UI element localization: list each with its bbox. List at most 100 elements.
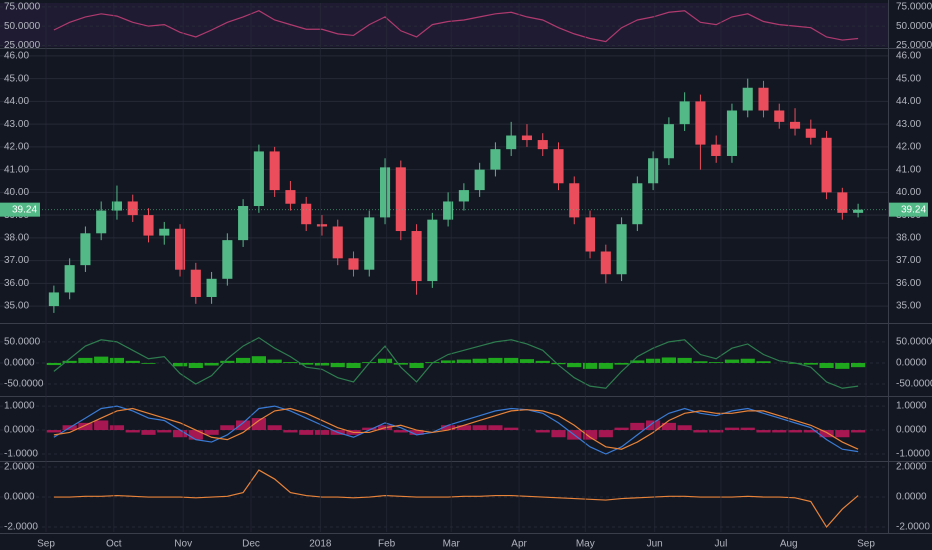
y-tick-label: 0.0000 xyxy=(896,425,927,436)
y-tick-label: 40.00 xyxy=(896,187,921,198)
candle-body xyxy=(411,231,422,282)
y-tick-label: 45.00 xyxy=(4,73,29,84)
histogram-bar xyxy=(756,361,771,363)
price-badge-label: 39.24 xyxy=(12,204,37,215)
histogram-bar xyxy=(772,430,787,433)
histogram-bar xyxy=(661,422,676,431)
histogram-bar xyxy=(851,362,866,368)
histogram-bar xyxy=(299,430,314,435)
histogram-bar xyxy=(125,360,140,363)
y-tick-label: 43.00 xyxy=(896,119,921,130)
histogram-bar xyxy=(283,430,298,433)
histogram-bar xyxy=(582,430,598,440)
histogram-bar xyxy=(551,430,566,438)
candle-body xyxy=(316,224,328,227)
histogram-bar xyxy=(614,362,629,365)
candle-body xyxy=(663,124,674,159)
x-tick-label: Sep xyxy=(37,539,55,550)
candle-body xyxy=(774,110,785,122)
y-tick-label: 0.0000 xyxy=(4,425,35,436)
histogram-bar xyxy=(314,362,330,366)
histogram-bar xyxy=(803,430,818,433)
y-tick-label: 41.00 xyxy=(4,164,29,175)
candle-body xyxy=(506,135,517,150)
price-badge xyxy=(0,202,40,217)
histogram-bar xyxy=(188,430,203,440)
histogram-bar xyxy=(204,362,219,366)
histogram-bar xyxy=(346,362,361,369)
histogram-bar xyxy=(677,357,692,363)
y-tick-label: 40.00 xyxy=(4,187,29,198)
histogram-bar xyxy=(488,357,503,363)
candle-body xyxy=(80,233,91,266)
candle-body xyxy=(48,292,59,307)
candle-body xyxy=(616,224,627,275)
histogram-bar xyxy=(172,362,188,367)
y-tick-label: 42.00 xyxy=(896,142,921,153)
histogram-bar xyxy=(46,430,61,433)
candle-body xyxy=(253,151,264,207)
histogram-bar xyxy=(535,360,550,363)
y-tick-label: 37.00 xyxy=(4,255,29,266)
histogram-bar xyxy=(141,430,156,435)
candle-body xyxy=(364,217,375,270)
x-tick-label: Mar xyxy=(443,539,461,550)
x-tick-label: Dec xyxy=(242,539,260,550)
candle-body xyxy=(458,190,469,202)
histogram-bar xyxy=(172,430,188,438)
y-tick-label: 2.0000 xyxy=(896,462,927,473)
candle-body xyxy=(238,206,249,241)
histogram-bar xyxy=(630,360,645,363)
candle-body xyxy=(569,183,580,218)
histogram-bar xyxy=(472,358,487,363)
histogram-bar xyxy=(236,420,251,431)
candle-body xyxy=(853,209,864,213)
histogram-bar xyxy=(504,427,519,431)
y-tick-label: 50.0000 xyxy=(896,21,932,32)
candle-body xyxy=(64,265,75,293)
histogram-bar xyxy=(835,362,850,369)
histogram-bar xyxy=(787,430,803,433)
price-badge-label: 39.24 xyxy=(901,204,926,215)
histogram-bar xyxy=(78,422,93,431)
histogram-bar xyxy=(661,357,676,363)
y-tick-label: -1.0000 xyxy=(896,449,930,460)
y-tick-label: 46.00 xyxy=(896,51,921,62)
histogram-bar xyxy=(519,359,535,363)
price-badge xyxy=(888,202,928,217)
candle-body xyxy=(553,149,564,184)
y-tick-label: 43.00 xyxy=(4,119,29,130)
y-tick-label: -2.0000 xyxy=(896,522,930,533)
histogram-bar xyxy=(204,430,219,435)
candle-body xyxy=(789,121,801,129)
candle-body xyxy=(600,251,611,275)
histogram-bar xyxy=(441,360,456,363)
histogram-bar xyxy=(614,427,629,431)
candle-body xyxy=(490,149,501,170)
histogram-bar xyxy=(803,362,818,365)
histogram-bar xyxy=(488,425,503,431)
x-tick-label: Nov xyxy=(174,539,192,550)
histogram-bar xyxy=(567,362,582,368)
histogram-bar xyxy=(314,430,330,435)
histogram-bar xyxy=(377,358,393,363)
histogram-bar xyxy=(693,361,708,363)
candle-body xyxy=(821,137,832,193)
y-tick-label: 42.00 xyxy=(4,142,29,153)
histogram-bar xyxy=(188,362,203,369)
histogram-bar xyxy=(236,357,251,363)
histogram-bar xyxy=(299,362,314,365)
histogram-bar xyxy=(709,362,724,363)
candle-body xyxy=(96,210,107,234)
y-tick-label: 44.00 xyxy=(896,96,921,107)
x-tick-label: May xyxy=(576,539,595,550)
y-tick-label: 38.00 xyxy=(4,232,29,243)
y-tick-label: -2.0000 xyxy=(4,522,38,533)
pane xyxy=(0,3,888,47)
candle-body xyxy=(521,135,533,141)
y-tick-label: 25.0000 xyxy=(4,40,41,51)
x-tick-label: Feb xyxy=(378,539,396,550)
series-line xyxy=(53,407,859,450)
histogram-bar xyxy=(851,430,866,433)
